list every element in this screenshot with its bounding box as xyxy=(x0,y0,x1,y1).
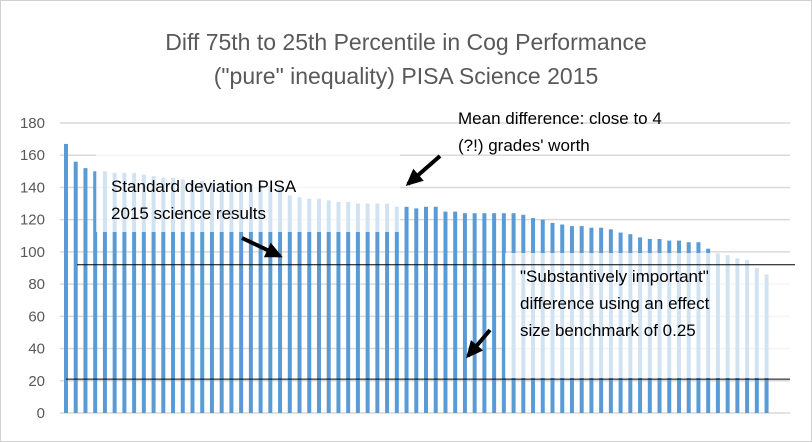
bar xyxy=(326,200,331,413)
y-tick-label: 0 xyxy=(37,405,45,422)
bar xyxy=(462,213,467,413)
bar xyxy=(501,213,506,413)
y-tick-label: 40 xyxy=(28,341,45,358)
bar xyxy=(258,185,263,413)
annotation-text: (?!) grades' worth xyxy=(458,136,590,155)
annotation-text: "Substantively important" xyxy=(520,267,709,286)
bar xyxy=(151,176,156,413)
bar xyxy=(180,179,185,413)
annotation-text: Standard deviation PISA xyxy=(111,177,297,196)
bar xyxy=(346,201,351,413)
bar xyxy=(122,172,127,413)
bar xyxy=(404,206,409,413)
arrow-head-icon xyxy=(466,340,484,359)
y-tick-label: 160 xyxy=(20,147,45,164)
bar xyxy=(433,206,438,413)
arrow-head-icon xyxy=(405,168,424,186)
bar xyxy=(278,185,283,413)
bar xyxy=(229,183,234,413)
arrow-head-icon xyxy=(263,242,283,258)
bar xyxy=(472,213,477,413)
y-tick-label: 20 xyxy=(28,373,45,390)
bar xyxy=(355,203,360,413)
y-tick-label: 180 xyxy=(20,115,45,132)
annotation-text: 2015 science results xyxy=(111,204,266,223)
bar xyxy=(443,211,448,413)
bar xyxy=(239,184,244,413)
bar xyxy=(83,168,88,413)
annotation-text: Mean difference: close to 4 xyxy=(458,109,662,128)
bar xyxy=(200,181,205,413)
bar xyxy=(492,213,497,413)
bar xyxy=(297,197,302,413)
bar xyxy=(141,174,146,413)
bar xyxy=(424,206,429,413)
bar xyxy=(414,208,419,413)
bar xyxy=(248,184,253,413)
bar xyxy=(209,181,214,413)
bar xyxy=(316,198,321,413)
annotation-background xyxy=(96,140,400,232)
bar xyxy=(171,177,176,413)
bar xyxy=(102,171,107,413)
bar xyxy=(385,203,390,413)
y-tick-label: 120 xyxy=(20,212,45,229)
bar xyxy=(132,172,137,413)
bar xyxy=(394,206,399,413)
bar xyxy=(375,203,380,413)
bar xyxy=(112,172,117,413)
annotation-text: size benchmark of 0.25 xyxy=(520,321,696,340)
y-tick-label: 60 xyxy=(28,308,45,325)
annotation-text: difference using an effect xyxy=(520,294,710,313)
bar xyxy=(287,195,292,413)
chart-title-line-1: Diff 75th to 25th Percentile in Cog Perf… xyxy=(165,29,647,55)
annotation-background xyxy=(505,253,795,378)
bar xyxy=(453,211,458,413)
bar xyxy=(73,161,78,413)
bar xyxy=(64,143,68,413)
bar xyxy=(93,171,98,413)
bar xyxy=(161,177,166,413)
bar xyxy=(219,182,224,413)
y-tick-label: 140 xyxy=(20,179,45,196)
bar xyxy=(268,185,273,413)
bar xyxy=(482,213,487,413)
bar xyxy=(336,201,341,413)
bar xyxy=(190,180,195,413)
y-tick-label: 100 xyxy=(20,244,45,261)
y-tick-label: 80 xyxy=(28,276,45,293)
chart-title-line-2: ("pure" inequality) PISA Science 2015 xyxy=(214,63,599,89)
bar xyxy=(307,198,312,413)
bar xyxy=(365,203,370,413)
